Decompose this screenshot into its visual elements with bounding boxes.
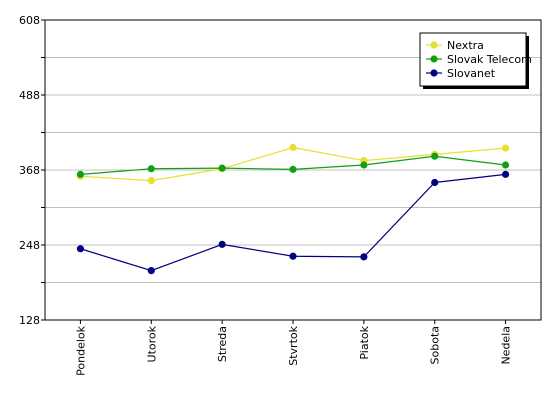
grid-layer	[45, 57, 541, 283]
data-point-slovak-telecom	[431, 152, 439, 160]
y-tick-label: 608	[19, 14, 40, 27]
y-tick-label: 248	[19, 239, 40, 252]
x-tick-label: Streda	[216, 326, 229, 362]
x-tick-label: Sobota	[429, 326, 442, 364]
data-point-slovanet	[147, 267, 155, 275]
data-point-slovak-telecom	[76, 170, 85, 178]
data-point-slovanet	[289, 252, 297, 260]
data-point-nextra	[147, 177, 155, 185]
data-point-slovanet	[360, 253, 368, 261]
y-tick-label: 488	[19, 89, 40, 102]
legend-swatch-marker	[430, 55, 438, 63]
y-tick-label: 128	[19, 314, 40, 327]
x-tick-label: Piatok	[358, 325, 371, 359]
data-point-slovak-telecom	[360, 161, 368, 169]
data-point-slovanet	[218, 240, 226, 248]
data-point-slovak-telecom	[147, 165, 155, 173]
data-point-slovak-telecom	[289, 165, 297, 173]
data-point-slovak-telecom	[218, 164, 226, 172]
series-layer	[76, 143, 510, 275]
x-tick-label: Utorok	[145, 325, 158, 362]
legend-swatch-marker	[430, 41, 438, 49]
legend-label: Nextra	[447, 39, 484, 52]
series-line-nextra	[80, 146, 506, 182]
legend-label: Slovanet	[447, 67, 496, 80]
legend-swatch-marker	[430, 69, 438, 77]
axis-layer: 128 248 368 488 608 Pondelok Utorok Streda Stvrt…	[19, 14, 542, 376]
x-tick-label: Nedela	[500, 326, 513, 365]
data-point-slovanet	[76, 245, 85, 253]
data-point-slovanet	[431, 178, 439, 187]
legend-label: Slovak Telecom	[447, 53, 532, 66]
data-point-nextra	[289, 143, 297, 152]
x-tick-label: Stvrtok	[287, 325, 300, 365]
data-point-nextra	[501, 144, 510, 152]
y-tick-label: 368	[19, 164, 40, 177]
x-tick-label: Pondelok	[74, 325, 87, 375]
data-point-slovanet	[501, 170, 510, 178]
data-point-slovak-telecom	[501, 161, 510, 169]
